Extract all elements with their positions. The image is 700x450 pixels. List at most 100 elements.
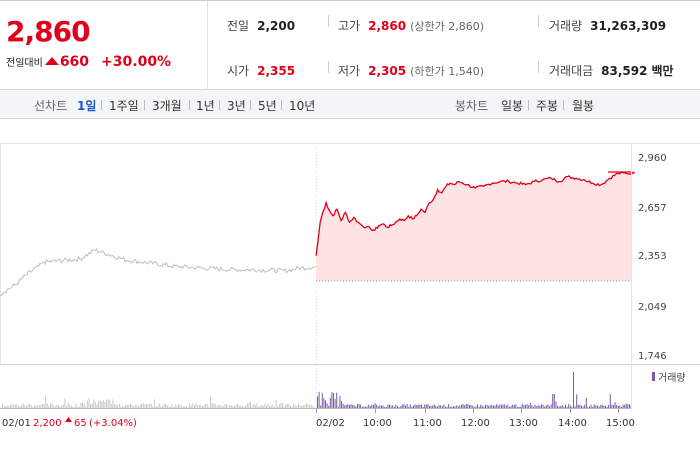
tab-10y[interactable]: 10년	[289, 99, 316, 113]
volume-bar	[190, 405, 192, 408]
volume-cell: 거래량 31,263,309	[549, 17, 666, 34]
volume-bar	[397, 406, 398, 408]
volume-bar	[61, 405, 63, 408]
volume-bar	[352, 404, 354, 408]
volume-bar	[170, 406, 171, 408]
volume-bar	[616, 404, 618, 408]
prev-close-value: 2,200	[257, 19, 296, 33]
volume-bar	[27, 404, 29, 408]
volume-bar	[298, 403, 299, 408]
volume-bar	[573, 372, 574, 408]
y-tick-label: 2,657	[638, 203, 667, 214]
volume-bar	[189, 403, 191, 408]
tab-5y[interactable]: 5년	[258, 99, 277, 113]
volume-bar	[552, 394, 554, 408]
volume-bar	[128, 404, 130, 408]
volume-bar	[621, 406, 622, 408]
tab-3m[interactable]: 3개월	[152, 99, 182, 113]
volume-bar	[323, 398, 325, 408]
volume-bar	[585, 398, 587, 408]
volume-bar	[198, 404, 200, 408]
volume-bar	[389, 404, 390, 408]
tab-1d[interactable]: 1일	[77, 99, 97, 113]
volume-bar	[226, 404, 227, 408]
volume-bar	[26, 406, 27, 408]
volume-bar	[493, 405, 494, 408]
volume-bar	[441, 406, 443, 408]
volume-bar	[571, 406, 573, 408]
x-tick-label: 13:00	[509, 418, 538, 429]
tab-3y[interactable]: 3년	[227, 99, 246, 113]
volume-bar	[486, 405, 488, 408]
divider	[189, 100, 190, 110]
volume-bar	[11, 403, 13, 408]
volume-bar	[555, 401, 557, 408]
volume-bar	[149, 403, 151, 408]
volume-bar	[275, 399, 277, 408]
volume-bar	[518, 406, 520, 408]
tab-1y[interactable]: 1년	[196, 99, 215, 113]
volume-bar	[505, 405, 507, 408]
volume-bar	[328, 405, 330, 408]
volume-bar	[102, 399, 104, 408]
volume-bar	[238, 405, 240, 408]
volume-bar	[491, 404, 493, 408]
tab-1w[interactable]: 1주일	[109, 99, 139, 113]
volume-bar	[162, 406, 163, 408]
volume-bar	[489, 405, 491, 408]
volume-bar	[88, 397, 90, 408]
volume-bar	[83, 403, 85, 408]
volume-bar	[280, 403, 282, 408]
volume-bar	[622, 404, 624, 408]
tab-monthly[interactable]: 월봉	[572, 99, 595, 113]
volume-bar	[230, 405, 232, 408]
volume-bar	[40, 404, 42, 408]
volume-bar	[205, 403, 207, 408]
volume-bar	[301, 406, 303, 408]
volume-bar	[234, 405, 235, 408]
volume-bar	[541, 404, 542, 408]
upper-limit: (상한가 2,860)	[410, 20, 484, 33]
x-tick-label: 02/02	[316, 418, 345, 429]
volume-bar	[157, 405, 159, 408]
volume-bar	[403, 404, 405, 408]
volume-bar	[608, 404, 610, 408]
volume-bar	[494, 405, 496, 408]
volume-bar	[24, 405, 26, 408]
volume-bar	[302, 405, 304, 408]
volume-bar	[387, 404, 389, 408]
volume-bar	[545, 405, 547, 408]
tab-daily[interactable]: 일봉	[501, 99, 524, 113]
tab-weekly[interactable]: 주봉	[536, 99, 559, 113]
volume-bar	[611, 404, 613, 408]
volume-bar	[3, 405, 5, 408]
lower-limit: (하한가 1,540)	[410, 65, 484, 78]
volume-bar	[523, 405, 525, 408]
volume-bar	[6, 405, 8, 408]
volume-bar	[75, 403, 77, 408]
high-cell: 고가 2,860 (상한가 2,860)	[338, 17, 484, 34]
volume-bar	[30, 405, 32, 408]
volume-bar	[592, 406, 594, 408]
high-value: 2,860	[368, 19, 407, 33]
prev-volume-bars	[2, 395, 314, 408]
prev-close: 2,200	[33, 418, 62, 429]
volume-bar	[290, 405, 291, 408]
volume-bar	[448, 404, 450, 408]
volume-bar	[390, 405, 392, 408]
volume-bar	[91, 403, 93, 408]
volume-bar	[368, 404, 370, 408]
volume-bar	[109, 399, 111, 408]
volume-bar	[66, 406, 67, 408]
volume-bar	[373, 404, 374, 408]
volume-bar	[365, 406, 366, 408]
volume-bar	[558, 406, 560, 408]
current-price: 2,860	[6, 15, 91, 48]
volume-bar	[453, 406, 454, 408]
volume-bar	[173, 407, 175, 408]
volume-bar	[400, 406, 402, 408]
volume-bar	[56, 404, 58, 408]
volume-bar	[619, 405, 621, 408]
volume-bar	[392, 405, 394, 408]
